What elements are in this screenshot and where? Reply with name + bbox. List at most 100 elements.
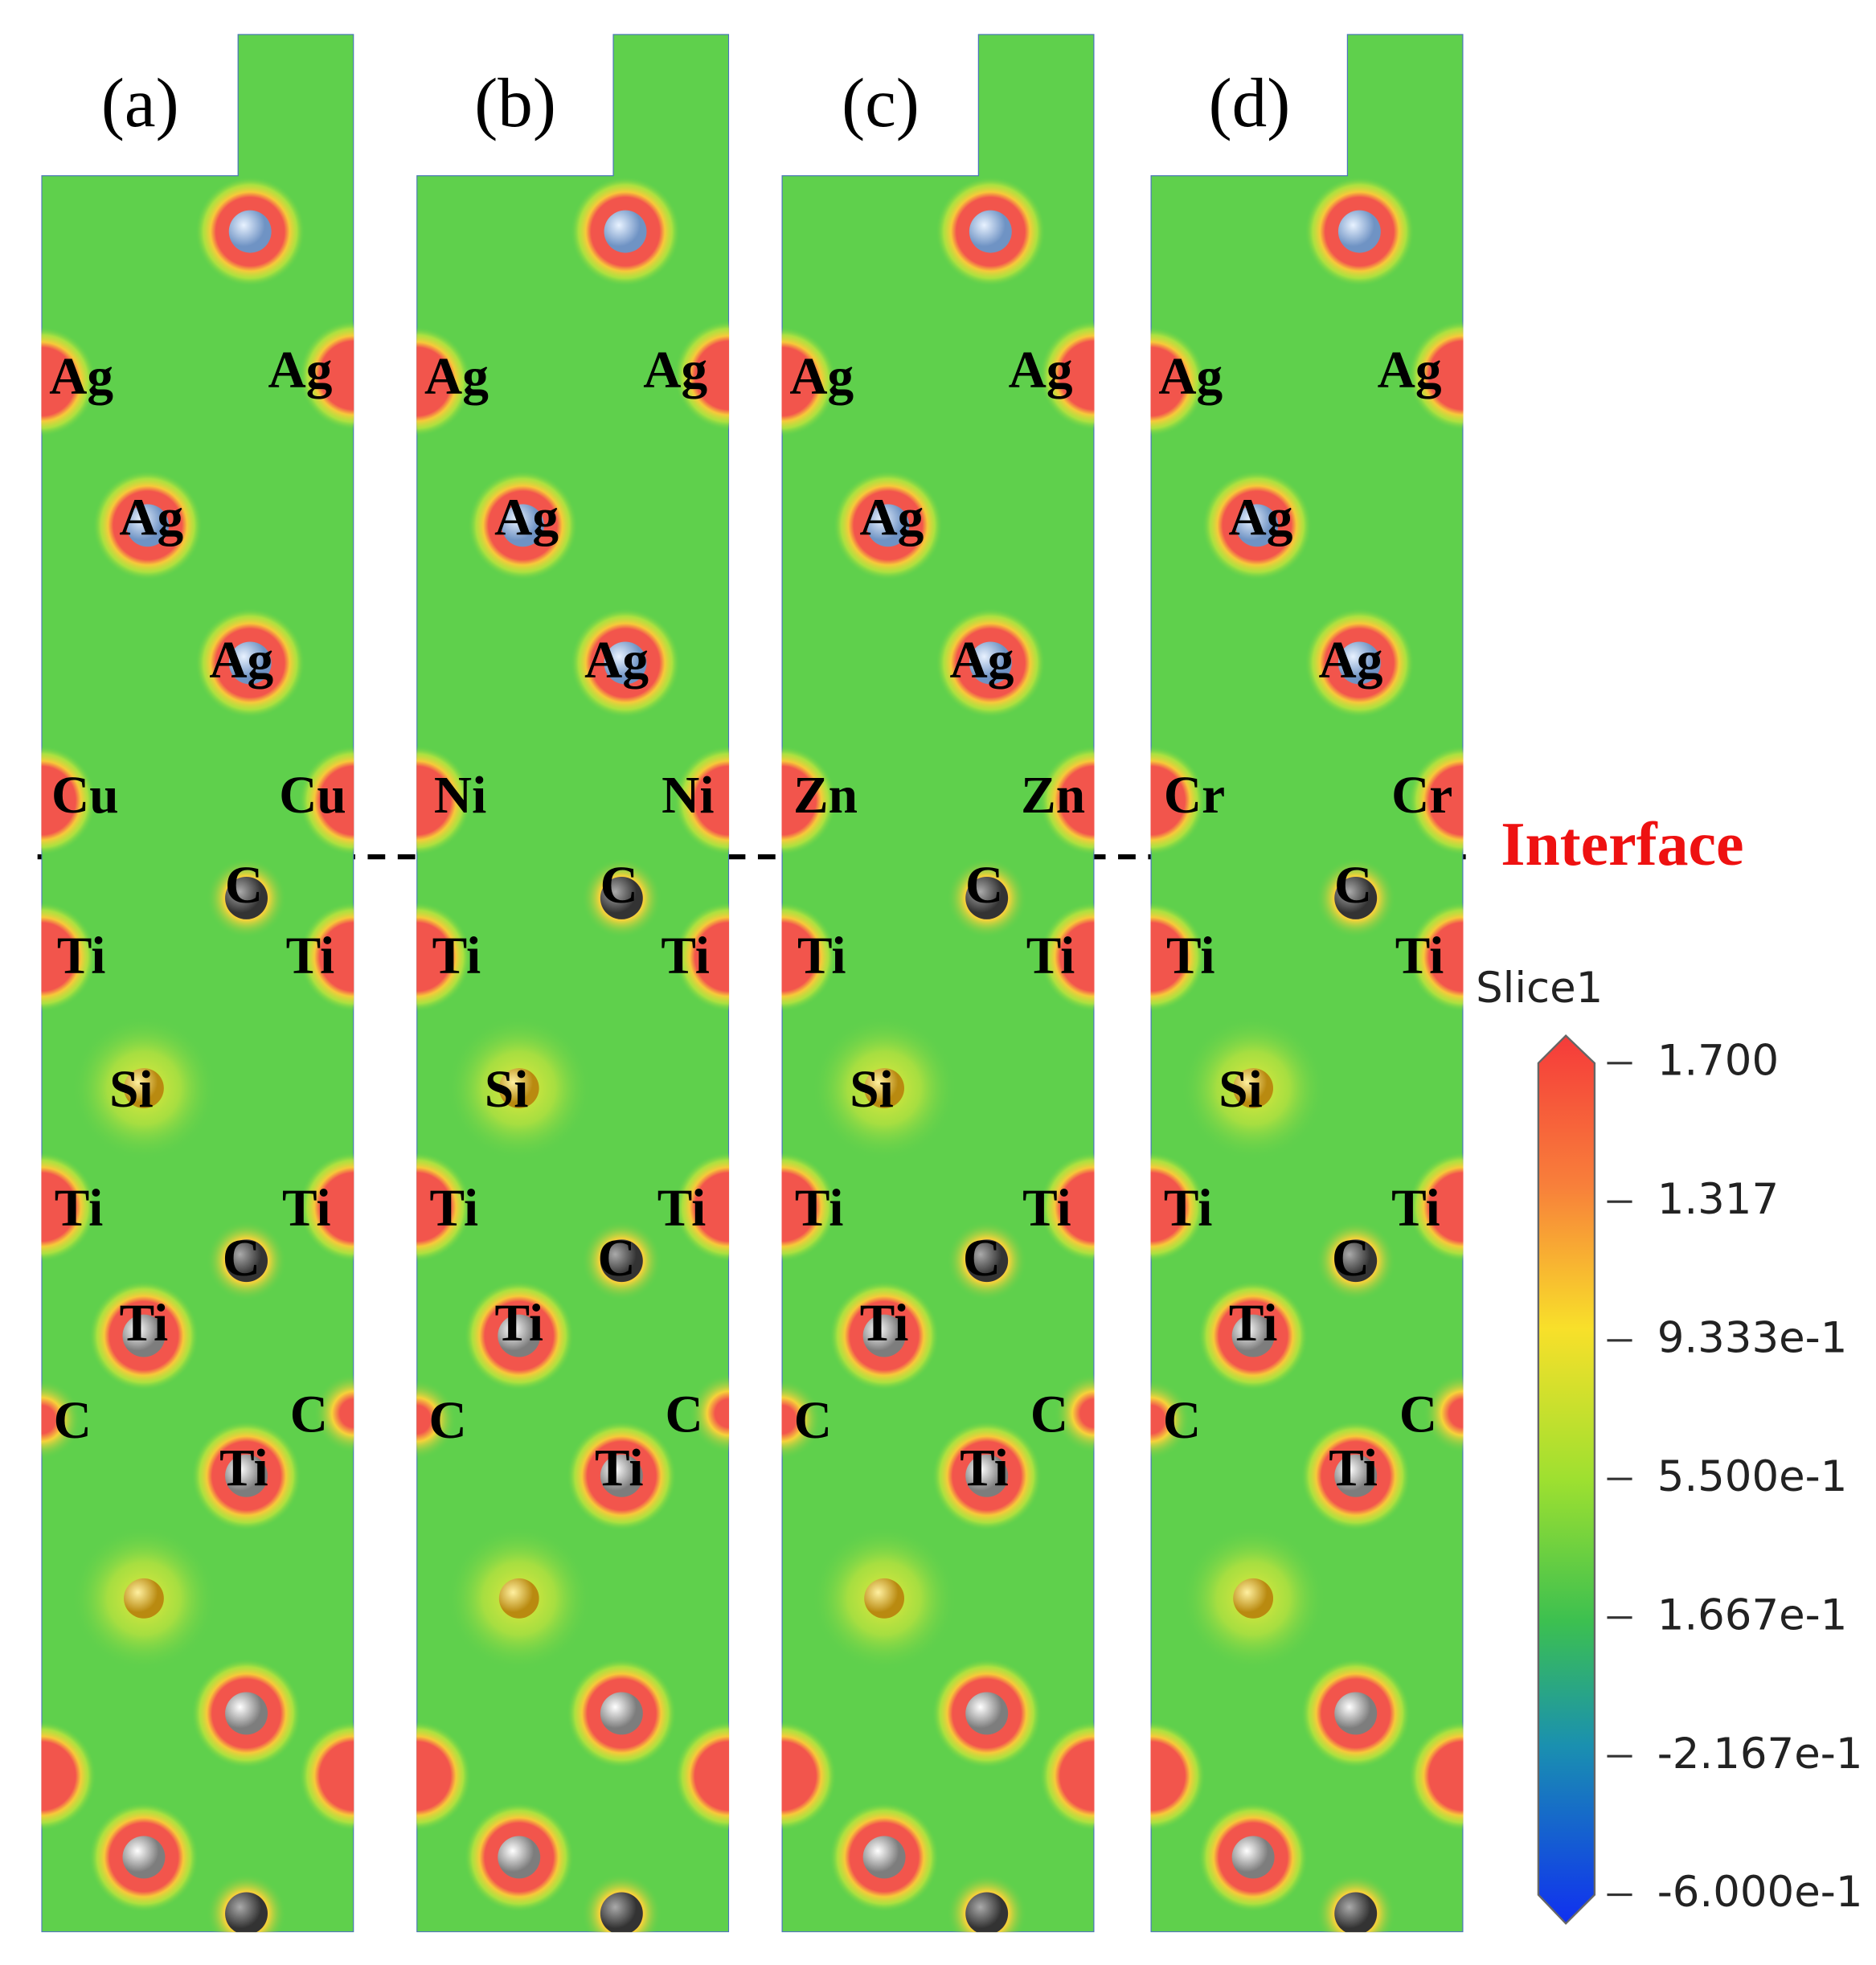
density-halo [1039,902,1095,1013]
atom-ball [1231,1314,1275,1357]
density-halo [1054,1373,1095,1454]
density-halo [298,745,354,856]
atom-label: Ti [595,1439,644,1497]
density-halo [1039,745,1095,856]
density-halo [416,902,472,1013]
density-halo [41,1721,96,1832]
atom-ball [1334,1692,1378,1735]
atom-ball [1231,1836,1275,1879]
atom-label: Ti [661,927,710,985]
atom-ball [965,1892,1009,1933]
atom-label: Zn [1021,767,1085,825]
density-halo [416,1721,472,1832]
atom-ball [225,1692,268,1735]
atom-label: Ti [1022,1180,1071,1238]
atom-label: Ag [1009,342,1073,399]
atom-ball [225,1454,268,1497]
atom-label: C [666,1386,703,1443]
atom-label: C [1030,1386,1068,1443]
atom-label: Ti [797,927,846,985]
atom-label: Si [109,1061,154,1119]
density-halo [781,1721,837,1832]
atom-ball [965,1239,1009,1283]
atom-label: Ag [268,342,333,399]
atom-ball [225,1239,268,1283]
atom-label: C [965,857,1003,915]
atom-label: Ti [282,1180,331,1238]
density-halo [781,326,837,437]
density-halo [674,902,730,1013]
atom-label: C [1399,1386,1437,1443]
atom-ball [1334,877,1378,919]
atom-label: Ag [209,632,273,690]
atom-label: Ag [859,489,924,547]
panel-label: (b) [474,63,556,141]
atom-ball [225,877,268,919]
atom-label: C [794,1392,832,1450]
density-halo [689,1373,730,1454]
colorbar-tick-label: 5.500e-1 [1657,1452,1848,1501]
density-halo [1039,1721,1095,1832]
atom-label: Ti [57,927,106,985]
atom-label: C [225,857,263,915]
atom-label: C [223,1230,260,1287]
atom-label: Cu [279,767,346,825]
atom-label: C [1163,1392,1201,1450]
density-halo [1150,902,1206,1013]
atom-ball [1337,641,1381,685]
atom-label: Ti [1229,1295,1278,1353]
atom-ball [498,1314,541,1357]
density-halo [1039,1152,1095,1263]
density-halo [674,320,730,431]
atom-label: Ti [1026,927,1075,985]
atom-label: Zn [793,767,858,825]
atom-label: Ti [960,1439,1009,1497]
atom-label: Ti [286,927,335,985]
atom-label: Cu [51,767,119,825]
atom-label: Ag [584,632,649,690]
atom-label: Ag [950,632,1014,690]
atom-label: C [600,857,638,915]
density-halo [1039,320,1095,431]
panel-label: (d) [1209,63,1291,141]
density-halo [1408,1152,1464,1263]
atom-label: Ti [1164,1180,1213,1238]
atom-label: Si [1219,1061,1263,1119]
density-halo [1150,1152,1206,1263]
atom-ball [965,1454,1009,1497]
atom-label: Ti [657,1180,707,1238]
atom-ball [228,210,272,253]
density-halo [41,1379,82,1460]
atom-ball [600,877,643,919]
atom-label: Ti [1391,1180,1440,1238]
atom-label: C [428,1392,466,1450]
panel [416,34,730,1933]
density-halo [674,745,730,856]
density-halo [781,1152,837,1263]
atom-label: Ti [432,927,481,985]
colorbar-tick-label: 1.317 [1657,1175,1779,1224]
atom-ball [498,1836,541,1879]
atom-label: C [1334,857,1372,915]
density-halo [1150,326,1206,437]
density-halo [781,902,837,1013]
atom-ball [600,1892,643,1933]
density-halo [674,1721,730,1832]
atom-ball [600,1239,643,1283]
atom-label: Ni [434,767,486,825]
atom-ball [969,641,1012,685]
colorbar-tick-label: -2.167e-1 [1657,1730,1863,1779]
colorbar-tick-label: 9.333e-1 [1657,1313,1848,1362]
atom-label: C [290,1386,328,1443]
density-halo [781,745,837,856]
atom-ball [862,1836,906,1879]
density-halo [416,326,472,437]
atom-label: Ti [494,1295,543,1353]
density-halo [416,1379,457,1460]
atom-ball [498,1068,539,1108]
atom-label: Ag [119,489,183,547]
density-halo [781,1379,822,1460]
atom-label: Ag [643,342,707,399]
atom-ball [1334,1239,1378,1283]
